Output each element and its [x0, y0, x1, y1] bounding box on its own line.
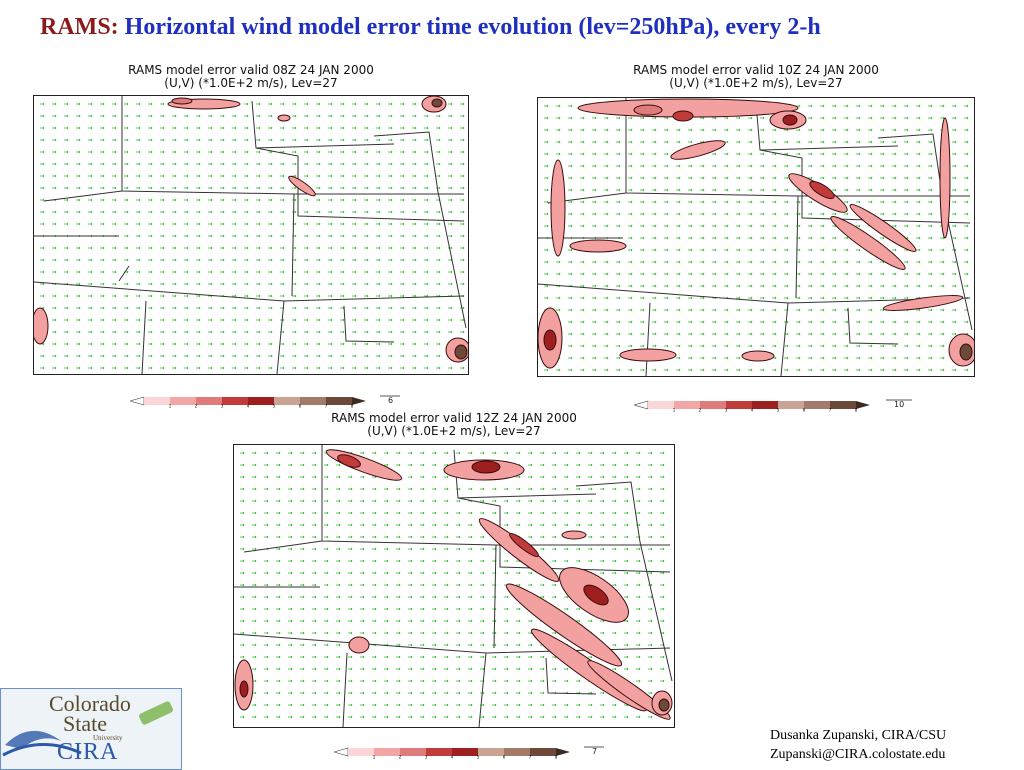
colorbar-12z: 1 2 3 4 5 6 7 8 7	[332, 745, 614, 764]
colorbar-tick-label: 2	[195, 404, 198, 409]
author-email: Zupanski@CIRA.colostate.edu	[770, 747, 946, 762]
vector-scale-label: 7	[592, 747, 598, 756]
logo-text-colorado: Colorado	[49, 691, 131, 716]
colorbar-tick-label: 2	[699, 408, 702, 413]
panel-caption-line2: (U,V) (*1.0E+2 m/s), Lev=27	[669, 76, 843, 90]
logo-text-university: University	[93, 734, 123, 742]
colorbar-tick-label: 8	[351, 404, 354, 409]
colorbar-tick-label: 1	[673, 408, 676, 413]
colorbar-tick-label: 3	[221, 404, 224, 409]
wind-vector-grid	[544, 104, 969, 372]
colorbar-tick-label: 4	[247, 404, 250, 409]
panel-caption-line1: RAMS model error valid 10Z 24 JAN 2000	[633, 63, 879, 77]
error-contours	[34, 96, 468, 363]
colorbar-tick-label: 8	[855, 408, 858, 413]
colorbar-tick-label: 7	[829, 408, 832, 413]
vector-scale-label: 10	[894, 400, 905, 409]
colorbar-10z: 1 2 3 4 5 6 7 8 10	[632, 398, 924, 417]
colorbar-tick-label: 2	[399, 755, 402, 760]
panel-caption-line1: RAMS model error valid 08Z 24 JAN 2000	[128, 63, 374, 77]
title-main: Horizontal wind model error time evoluti…	[124, 14, 821, 40]
colorbar-tick-label: 5	[777, 408, 780, 413]
title-prefix: RAMS:	[40, 14, 119, 40]
author-credit: Dusanka Zupanski, CIRA/CSU Zupanski@CIRA…	[770, 726, 946, 764]
panel-caption-line1: RAMS model error valid 12Z 24 JAN 2000	[331, 411, 577, 425]
error-contours	[538, 98, 974, 369]
error-map-12z	[233, 444, 675, 728]
author-name: Dusanka Zupanski, CIRA/CSU	[770, 728, 947, 743]
wind-vector-grid	[40, 102, 465, 370]
colorbar-tick-label: 3	[425, 755, 428, 760]
colorbar-tick-label: 6	[803, 408, 806, 413]
colorbar-tick-label: 8	[555, 755, 558, 760]
colorbar-tick-label: 6	[299, 404, 302, 409]
logo-text-cira: CIRA	[57, 739, 119, 765]
colorbar-tick-label: 5	[477, 755, 480, 760]
colorbar-tick-label: 4	[451, 755, 454, 760]
colorbar-tick-label: 7	[529, 755, 532, 760]
state-borders	[34, 96, 467, 374]
colorbar-tick-label: 1	[169, 404, 172, 409]
error-map-08z	[33, 95, 469, 375]
map-panel-08z: RAMS model error valid 08Z 24 JAN 2000 (…	[33, 64, 469, 376]
panel-caption-line2: (U,V) (*1.0E+2 m/s), Lev=27	[164, 76, 338, 90]
error-contours	[234, 449, 673, 720]
colorbar-tick-label: 6	[503, 755, 506, 760]
colorbar-08z: 1 2 3 4 5 6 7 8 6	[128, 394, 410, 413]
cira-csu-logo: Colorado State University CIRA	[0, 688, 182, 770]
colorbar-tick-label: 4	[751, 408, 754, 413]
error-map-10z	[537, 97, 975, 377]
colorbar-tick-label: 5	[273, 404, 276, 409]
colorbar-tick-label: 1	[373, 755, 376, 760]
vector-scale-label: 6	[388, 396, 394, 405]
slide-title: RAMS: Horizontal wind model error time e…	[40, 14, 821, 41]
panel-caption-line2: (U,V) (*1.0E+2 m/s), Lev=27	[367, 424, 541, 438]
colorbar-tick-label: 7	[325, 404, 328, 409]
map-panel-12z: RAMS model error valid 12Z 24 JAN 2000 (…	[233, 412, 675, 728]
map-panel-10z: RAMS model error valid 10Z 24 JAN 2000 (…	[537, 63, 975, 377]
colorbar-tick-label: 3	[725, 408, 728, 413]
logo-text-state: State	[63, 711, 107, 736]
